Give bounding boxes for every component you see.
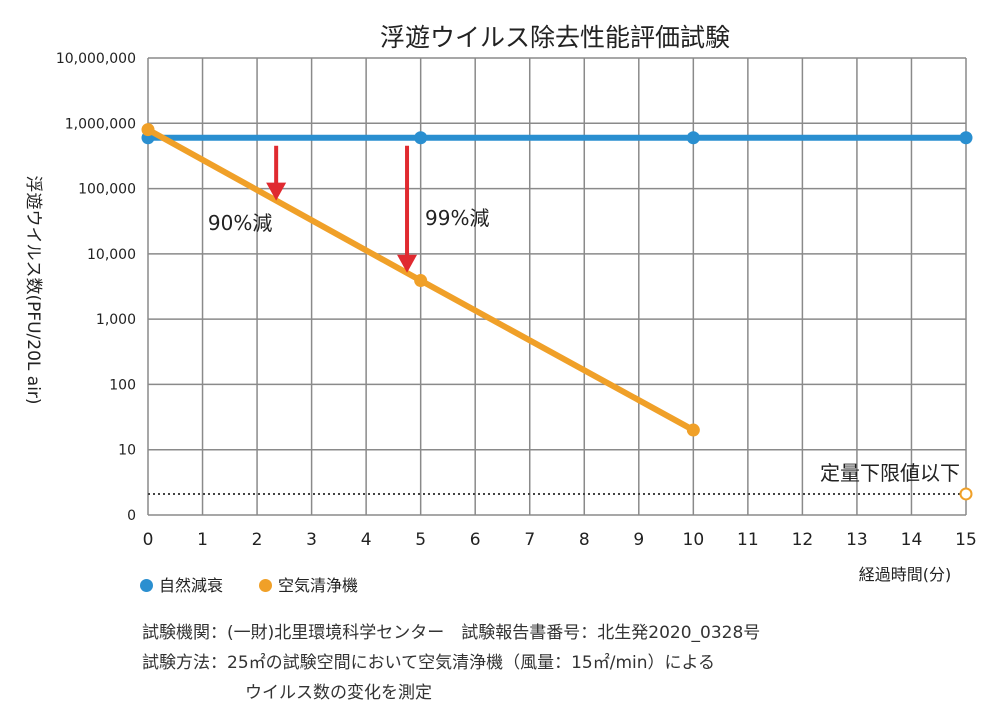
reduction-arrow-head	[397, 254, 418, 273]
data-point	[686, 131, 700, 145]
footer-line-3: ウイルス数の変化を測定	[245, 683, 432, 703]
x-tick-label: 8	[579, 530, 590, 550]
footer-line-2: 試験方法：25㎡の試験空間において空気清浄機（風量：15㎡/min）による	[142, 653, 716, 673]
legend-item-purifier: 空気清浄機	[259, 572, 358, 596]
x-axis-label: 経過時間(分)	[859, 565, 952, 584]
legend-dot-blue	[140, 579, 153, 592]
data-point-open	[959, 487, 973, 501]
x-tick-label: 15	[955, 530, 977, 550]
x-tick-label: 5	[415, 530, 426, 550]
x-tick-label: 1	[197, 530, 208, 550]
legend-item-natural: 自然減衰	[140, 572, 223, 596]
x-tick-label: 4	[361, 530, 372, 550]
data-point	[959, 131, 973, 145]
x-tick-label: 14	[901, 530, 923, 550]
data-point	[414, 274, 428, 288]
legend-dot-orange	[259, 579, 273, 592]
y-tick-label: 10,000	[87, 247, 136, 263]
data-point	[414, 131, 428, 145]
y-tick-label: 0	[127, 508, 136, 524]
y-tick-label: 1,000,000	[65, 116, 136, 132]
chart-title: 浮遊ウイルス除去性能評価試験	[380, 23, 730, 52]
y-tick-label: 100,000	[78, 182, 136, 198]
legend-label: 自然減衰	[159, 576, 224, 595]
y-tick-label: 10	[118, 443, 136, 459]
x-tick-label: 12	[792, 530, 814, 550]
reduction-label: 99%減	[425, 206, 489, 230]
reduction-arrow-head	[266, 182, 287, 201]
footer-line-1: 試験機関：(一財)北里環境科学センター 試験報告書番号：北生発2020_0328…	[142, 623, 761, 643]
x-tick-label: 10	[683, 530, 705, 550]
x-tick-label: 2	[252, 530, 263, 550]
legend: 自然減衰 空気清浄機	[140, 572, 358, 596]
x-tick-label: 6	[470, 530, 481, 550]
data-point	[686, 423, 700, 437]
y-tick-label: 1,000	[96, 312, 136, 328]
x-tick-label: 7	[524, 530, 535, 550]
x-tick-label: 0	[143, 530, 154, 550]
reduction-label: 90%減	[208, 211, 272, 235]
x-tick-label: 13	[846, 530, 868, 550]
legend-label: 空気清浄機	[278, 576, 359, 595]
detection-limit-label: 定量下限値以下	[820, 461, 960, 485]
y-axis-label: 浮遊ウイルス数(PFU/20L air)	[23, 175, 43, 404]
y-tick-label: 100	[109, 377, 136, 393]
x-tick-label: 9	[633, 530, 644, 550]
x-tick-label: 11	[737, 530, 759, 550]
x-tick-label: 3	[306, 530, 317, 550]
data-point	[141, 123, 155, 137]
y-tick-label: 10,000,000	[56, 51, 136, 67]
